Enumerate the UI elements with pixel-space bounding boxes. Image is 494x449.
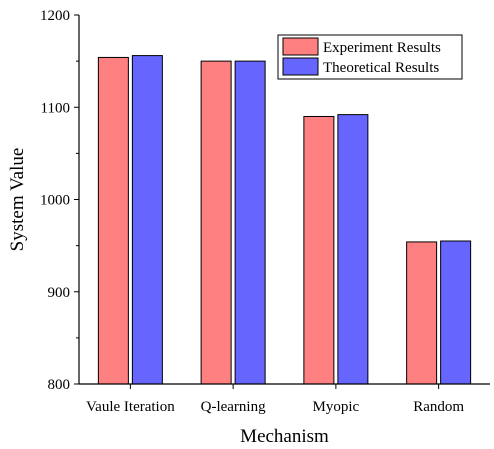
bar-theoretical-4 bbox=[440, 240, 472, 385]
y-tick-label: 1100 bbox=[41, 100, 70, 116]
y-axis-label: System Value bbox=[7, 148, 28, 252]
x-tick-label: Random bbox=[413, 399, 464, 415]
legend-swatch-experiment bbox=[282, 37, 319, 56]
x-tick-label: Q-learning bbox=[201, 399, 266, 415]
y-tick-label: 1200 bbox=[40, 8, 70, 24]
bars-group bbox=[97, 55, 472, 385]
bar-theoretical-3 bbox=[337, 114, 369, 385]
bar-experiment-4 bbox=[406, 241, 438, 385]
x-tick-label: Myopic bbox=[313, 399, 360, 415]
legend-swatch-theoretical bbox=[282, 57, 319, 76]
bar-theoretical-1 bbox=[131, 55, 163, 385]
x-tick-label: Vaule Iteration bbox=[86, 399, 175, 415]
legend: Experiment Results Theoretical Results bbox=[277, 34, 463, 80]
legend-label-experiment: Experiment Results bbox=[323, 40, 441, 56]
x-axis-label: Mechanism bbox=[240, 426, 329, 447]
y-tick-label: 800 bbox=[48, 377, 71, 393]
x-ticks-group: Vaule Iteration Q-learning Myopic Random bbox=[86, 384, 464, 415]
y-tick-label: 900 bbox=[48, 285, 71, 301]
y-tick-label: 1000 bbox=[40, 193, 70, 209]
y-ticks-group: 800 900 1000 1100 1200 bbox=[40, 8, 79, 393]
legend-label-theoretical: Theoretical Results bbox=[323, 60, 439, 76]
bar-experiment-1 bbox=[97, 56, 129, 385]
bar-experiment-3 bbox=[303, 115, 335, 385]
bar-theoretical-2 bbox=[234, 60, 266, 385]
bar-experiment-2 bbox=[200, 60, 232, 385]
